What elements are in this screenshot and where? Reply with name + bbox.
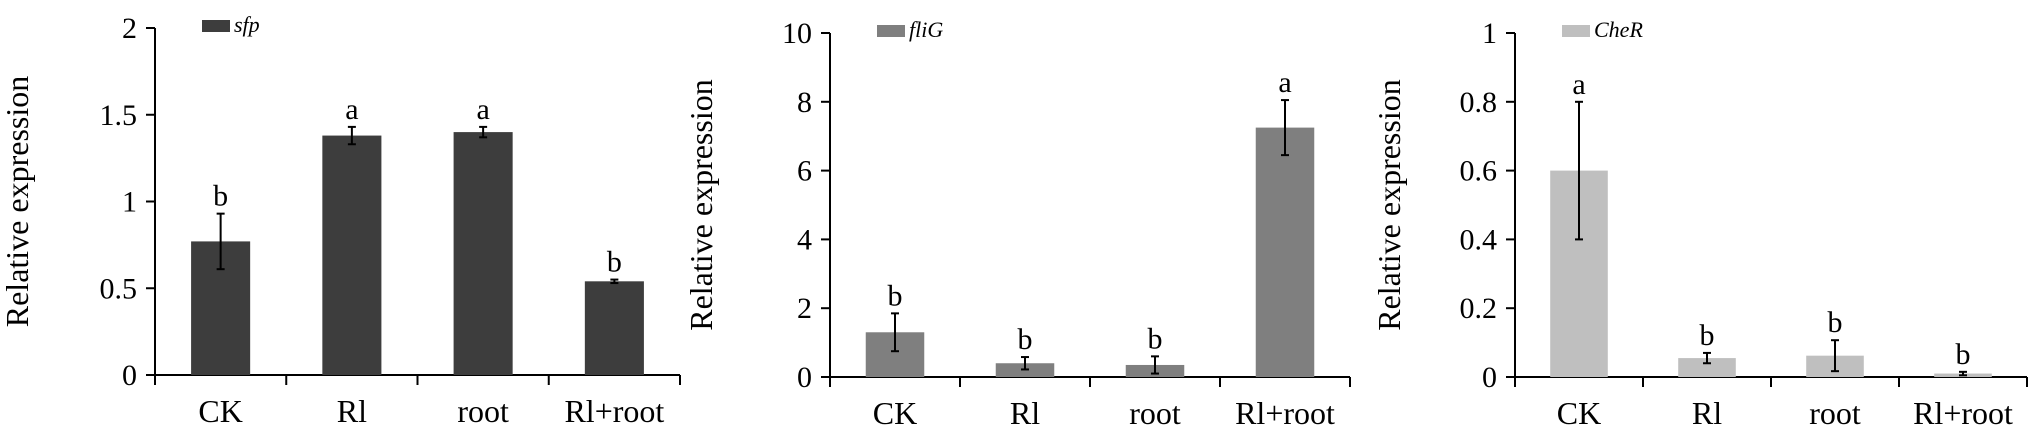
x-category-label: CK <box>873 395 917 431</box>
significance-letter: b <box>888 279 903 312</box>
significance-letter: a <box>1278 66 1291 99</box>
y-tick-label: 1 <box>1482 17 1497 50</box>
legend-swatch <box>202 20 230 32</box>
y-tick-label: 4 <box>797 223 812 256</box>
legend-label: CheR <box>1594 17 1643 42</box>
x-category-label: Rl+root <box>1235 395 1335 431</box>
y-tick-label: 6 <box>797 155 812 188</box>
bar-rl <box>1678 358 1736 377</box>
y-tick-label: 1 <box>122 186 137 219</box>
chart-panel-1: 0 0.5 1 1.5 2 Relative expression b CK a Rl a root b… <box>0 12 681 429</box>
y-axis-title: Relative expression <box>0 76 35 327</box>
x-category-label: Rl <box>337 393 367 429</box>
x-category-label: root <box>1129 395 1181 431</box>
significance-letter: a <box>345 93 358 126</box>
x-category-label: Rl+root <box>1913 395 2013 431</box>
y-tick-label: 0.6 <box>1460 155 1498 188</box>
legend-swatch <box>877 25 905 37</box>
y-axis-title: Relative expression <box>683 79 719 330</box>
significance-letter: b <box>1018 323 1033 356</box>
y-tick-label: 1.5 <box>100 99 138 132</box>
y-tick-label: 0 <box>1482 361 1497 394</box>
legend-label: sfp <box>234 12 260 37</box>
legend-label: fliG <box>909 17 943 42</box>
x-category-label: CK <box>198 393 242 429</box>
bar-rl-root <box>584 281 644 375</box>
significance-letter: a <box>476 93 489 126</box>
y-tick-label: 0.5 <box>100 272 138 305</box>
significance-letter: a <box>1572 68 1585 101</box>
bar-rl-root <box>1255 127 1315 377</box>
y-tick-label: 0 <box>797 361 812 394</box>
legend-swatch <box>1562 25 1590 37</box>
y-tick-label: 0.2 <box>1460 292 1498 325</box>
significance-letter: b <box>1828 306 1843 339</box>
x-category-label: Rl <box>1692 395 1722 431</box>
bar-root <box>453 132 513 375</box>
y-tick-label: 2 <box>122 12 137 45</box>
significance-letter: b <box>607 246 622 279</box>
bar-rl <box>322 135 382 375</box>
y-tick-label: 8 <box>797 86 812 119</box>
x-category-label: root <box>1809 395 1861 431</box>
x-category-label: CK <box>1557 395 1601 431</box>
significance-letter: b <box>213 180 228 213</box>
y-tick-label: 0.8 <box>1460 86 1498 119</box>
significance-letter: b <box>1956 338 1971 371</box>
significance-letter: b <box>1700 319 1715 352</box>
y-tick-label: 0.4 <box>1460 223 1498 256</box>
x-category-label: root <box>457 393 509 429</box>
y-tick-label: 2 <box>797 292 812 325</box>
x-category-label: Rl+root <box>564 393 664 429</box>
y-tick-label: 0 <box>122 359 137 392</box>
chart-panel-3: 0 0.2 0.4 0.6 0.8 1 Relative expression a CK b Rl b… <box>1371 17 2028 431</box>
chart-panel-2: 0 2 4 6 8 10 Relative expression b CK b Rl b root a Rl… <box>683 17 1351 431</box>
x-category-label: Rl <box>1010 395 1040 431</box>
y-tick-label: 10 <box>782 17 812 50</box>
significance-letter: b <box>1148 322 1163 355</box>
y-axis-title: Relative expression <box>1371 79 1407 330</box>
